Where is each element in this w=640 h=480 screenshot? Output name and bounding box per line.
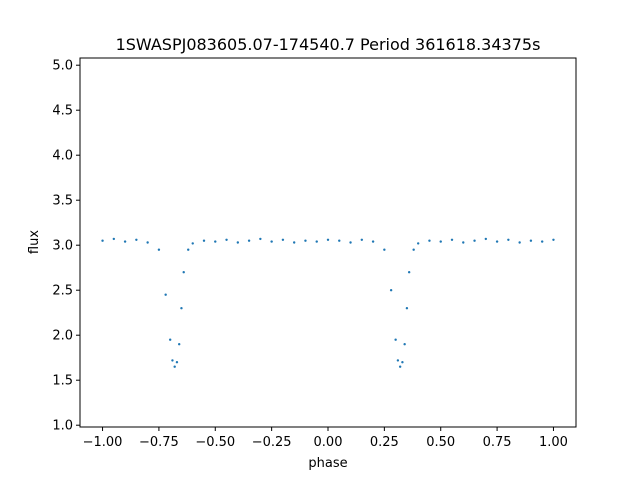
data-point bbox=[450, 238, 454, 241]
x-axis: −1.00 −0.75 −0.50 −0.25 0.00 0.25 0.50 0.75 1.00 bbox=[83, 427, 568, 450]
data-point bbox=[398, 365, 402, 368]
y-tick-label: 1.5 bbox=[52, 374, 73, 389]
y-tick-label: 3.0 bbox=[52, 239, 73, 254]
data-point bbox=[540, 240, 544, 243]
data-point bbox=[552, 238, 555, 241]
data-point bbox=[202, 239, 206, 242]
x-tick-label: −1.00 bbox=[83, 435, 123, 450]
data-point bbox=[315, 240, 318, 243]
data-point bbox=[168, 338, 172, 341]
data-point bbox=[259, 237, 262, 241]
y-tick-label: 4.0 bbox=[52, 149, 73, 164]
data-point bbox=[473, 239, 476, 242]
y-tick-label: 2.5 bbox=[52, 284, 73, 299]
data-point bbox=[405, 307, 409, 310]
data-point bbox=[416, 242, 420, 245]
data-point bbox=[338, 239, 341, 242]
data-point bbox=[281, 238, 285, 241]
x-tick-label: −0.25 bbox=[252, 435, 292, 450]
data-point bbox=[412, 248, 415, 251]
data-point bbox=[187, 248, 190, 251]
data-point bbox=[371, 240, 375, 243]
y-tick-label: 2.0 bbox=[52, 329, 73, 344]
data-point bbox=[349, 241, 352, 244]
data-point bbox=[407, 271, 411, 274]
data-point bbox=[401, 361, 404, 364]
data-point bbox=[123, 240, 127, 243]
x-axis-label: phase bbox=[308, 456, 347, 471]
data-point bbox=[191, 242, 194, 245]
y-tick-label: 5.0 bbox=[52, 59, 73, 74]
data-point bbox=[394, 338, 397, 341]
x-tick-label: 1.00 bbox=[539, 435, 568, 450]
data-point bbox=[164, 293, 167, 296]
data-point bbox=[225, 238, 228, 241]
data-point bbox=[518, 241, 521, 244]
x-tick-label: 0.25 bbox=[370, 435, 399, 450]
data-point bbox=[112, 237, 116, 241]
data-point bbox=[270, 240, 273, 243]
x-tick-label: 0.00 bbox=[314, 435, 343, 450]
data-point bbox=[182, 271, 185, 274]
data-point bbox=[214, 240, 217, 243]
data-point bbox=[157, 248, 161, 251]
data-point bbox=[428, 239, 431, 242]
data-points bbox=[101, 237, 555, 368]
data-point bbox=[403, 343, 406, 346]
data-point bbox=[484, 237, 488, 241]
data-point bbox=[247, 239, 251, 242]
x-tick-label: 0.75 bbox=[483, 435, 512, 450]
data-point bbox=[439, 240, 442, 243]
data-point bbox=[462, 241, 465, 244]
x-tick-label: −0.50 bbox=[195, 435, 235, 450]
data-point bbox=[173, 365, 176, 368]
x-tick-label: 0.50 bbox=[426, 435, 455, 450]
y-tick-label: 3.5 bbox=[52, 194, 73, 209]
data-point bbox=[304, 239, 307, 242]
data-point bbox=[178, 343, 181, 346]
y-axis: 1.0 1.5 2.0 2.5 3.0 3.5 4.0 4.5 5.0 bbox=[52, 59, 80, 434]
y-axis-label: flux bbox=[27, 230, 42, 254]
data-point bbox=[101, 239, 104, 242]
data-point bbox=[529, 239, 533, 242]
data-point bbox=[135, 238, 138, 241]
chart-title: 1SWASPJ083605.07-174540.7 Period 361618.… bbox=[116, 35, 541, 54]
data-point bbox=[389, 289, 393, 292]
data-point bbox=[146, 241, 149, 244]
data-point bbox=[507, 238, 510, 241]
data-point bbox=[292, 241, 296, 244]
x-tick-label: −0.75 bbox=[139, 435, 179, 450]
y-tick-label: 1.0 bbox=[52, 419, 73, 434]
data-point bbox=[360, 238, 364, 241]
data-point bbox=[383, 248, 386, 251]
data-point bbox=[236, 241, 240, 244]
y-tick-label: 4.5 bbox=[52, 104, 73, 119]
data-point bbox=[175, 361, 179, 364]
data-point bbox=[495, 240, 499, 243]
data-point bbox=[326, 238, 330, 241]
data-point bbox=[180, 307, 183, 310]
data-point bbox=[171, 359, 174, 362]
data-point bbox=[396, 359, 400, 362]
